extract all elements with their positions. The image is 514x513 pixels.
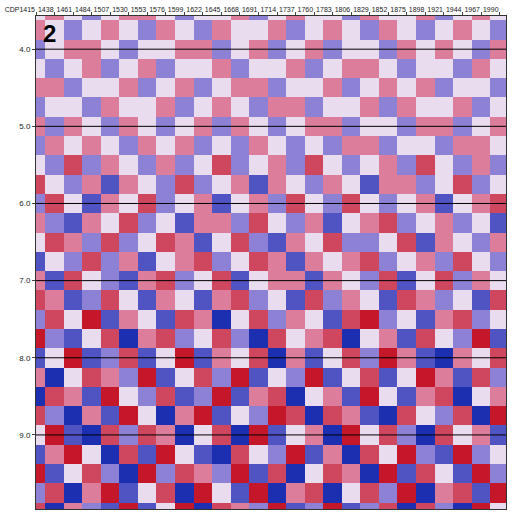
svg-text:1622: 1622 [186,6,202,13]
svg-text:CDP1415: CDP1415 [5,6,35,13]
svg-text:8.0: 8.0 [19,354,31,363]
svg-text:1714: 1714 [260,6,276,13]
svg-text:1507: 1507 [94,6,110,13]
svg-text:1875: 1875 [390,6,406,13]
svg-text:1852: 1852 [372,6,388,13]
svg-text:1599: 1599 [168,6,184,13]
svg-text:1668: 1668 [223,6,239,13]
svg-text:1461: 1461 [57,6,73,13]
svg-text:9.0: 9.0 [19,431,31,440]
svg-text:1576: 1576 [149,6,165,13]
svg-text:1990: 1990 [483,6,499,13]
svg-text:1829: 1829 [353,6,369,13]
svg-text:1760: 1760 [298,6,314,13]
svg-text:1691: 1691 [242,6,258,13]
svg-text:1645: 1645 [205,6,221,13]
svg-text:1944: 1944 [446,6,462,13]
svg-text:6.0: 6.0 [19,199,31,208]
svg-text:1530: 1530 [112,6,128,13]
svg-text:1783: 1783 [316,6,332,13]
svg-text:1921: 1921 [427,6,443,13]
svg-text:2: 2 [43,20,56,47]
svg-text:1898: 1898 [409,6,425,13]
svg-text:1806: 1806 [335,6,351,13]
svg-text:1484: 1484 [75,6,91,13]
svg-text:5.0: 5.0 [19,122,31,131]
svg-text:1737: 1737 [279,6,295,13]
svg-text:7.0: 7.0 [19,276,31,285]
svg-text:1553: 1553 [131,6,147,13]
svg-text:1967: 1967 [464,6,480,13]
svg-text:1438: 1438 [38,6,54,13]
svg-text:4.0: 4.0 [19,45,31,54]
